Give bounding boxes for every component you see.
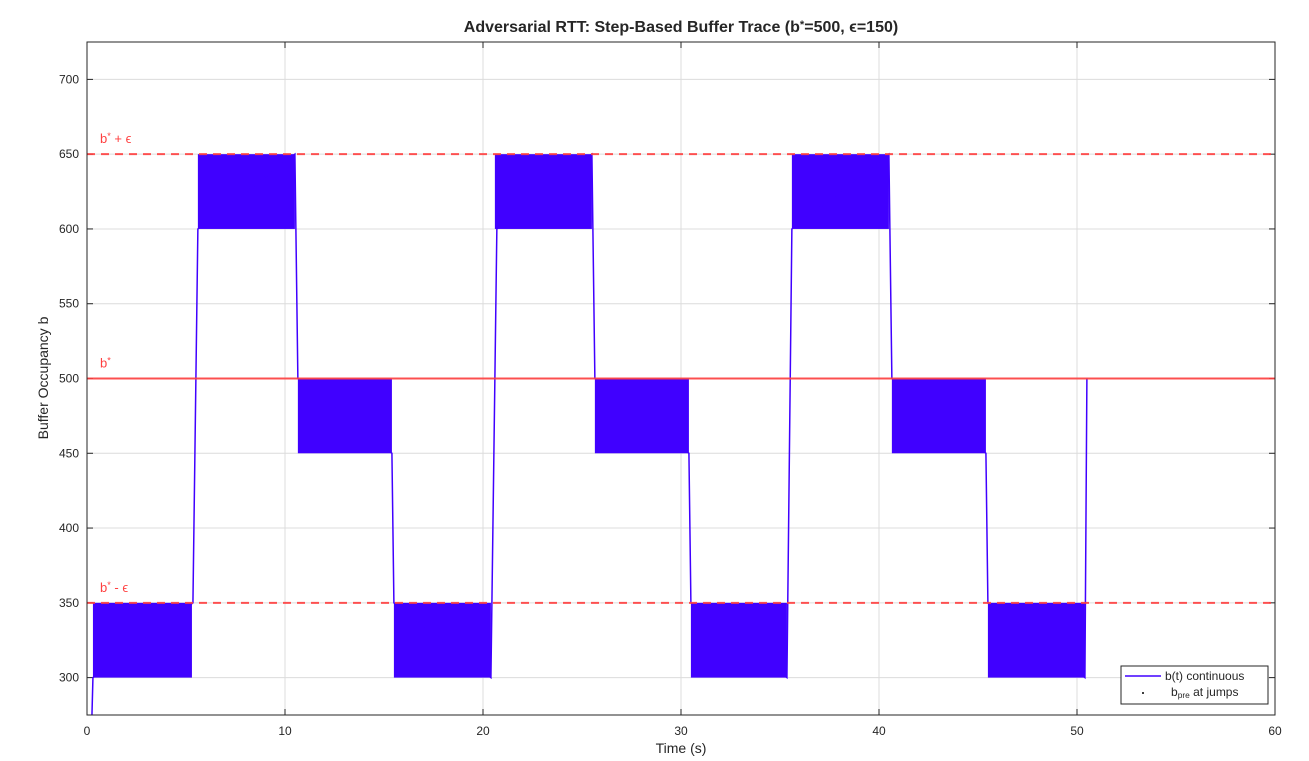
text-part: b <box>100 356 107 371</box>
y-tick-label: 450 <box>59 446 79 460</box>
text-part: + ϵ <box>111 131 132 146</box>
y-tick-label: 650 <box>59 147 79 161</box>
text-part: * <box>800 19 805 31</box>
legend-label: b(t) continuous <box>1165 669 1244 683</box>
text-part: =500, ϵ=150) <box>804 19 898 36</box>
x-tick-label: 30 <box>674 724 688 738</box>
y-axis-label: Buffer Occupancy b <box>35 316 51 439</box>
reference-label: b* + ϵ <box>100 131 132 146</box>
x-tick-label: 50 <box>1070 724 1084 738</box>
y-tick-label: 700 <box>59 72 79 86</box>
chart-title: Adversarial RTT: Step-Based Buffer Trace… <box>464 19 898 36</box>
y-tick-label: 400 <box>59 521 79 535</box>
y-tick-label: 500 <box>59 372 79 386</box>
text-part: b <box>1171 685 1178 699</box>
text-part: - ϵ <box>111 580 129 595</box>
text-part: * <box>107 580 111 590</box>
text-part: pre <box>1178 690 1190 700</box>
x-tick-label: 40 <box>872 724 886 738</box>
text-part: b <box>100 580 107 595</box>
text-part: * <box>107 356 111 366</box>
legend-box <box>1120 665 1269 705</box>
y-tick-label: 600 <box>59 222 79 236</box>
x-tick-label: 0 <box>84 724 91 738</box>
x-tick-label: 20 <box>476 724 490 738</box>
y-tick-label: 350 <box>59 596 79 610</box>
y-tick-label: 550 <box>59 297 79 311</box>
text-part: * <box>107 132 111 142</box>
x-tick-label: 60 <box>1268 724 1282 738</box>
reference-label: b* <box>100 356 111 371</box>
x-tick-label: 10 <box>278 724 292 738</box>
text-part: Adversarial RTT: Step-Based Buffer Trace… <box>464 19 800 36</box>
legend-label: bpre at jumps <box>1171 685 1238 700</box>
x-axis-label: Time (s) <box>656 740 707 756</box>
legend-swatch <box>1142 692 1144 694</box>
text-part: b <box>100 131 107 146</box>
text-part: at jumps <box>1190 685 1239 699</box>
reference-label: b* - ϵ <box>100 580 128 595</box>
axes-box <box>86 41 1276 716</box>
y-tick-label: 300 <box>59 671 79 685</box>
